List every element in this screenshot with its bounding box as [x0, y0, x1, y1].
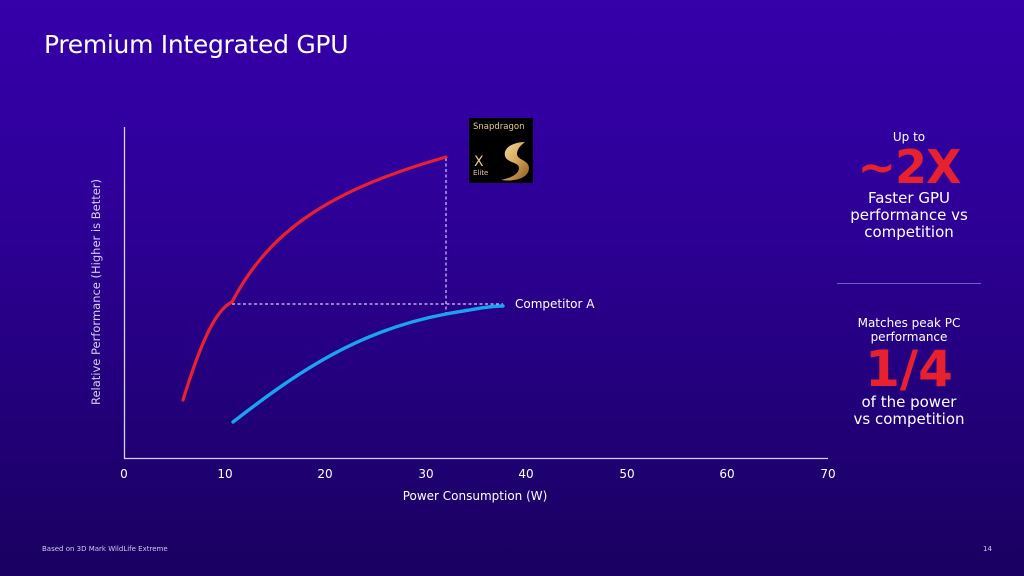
badge-brand: Snapdragon — [473, 122, 525, 132]
stat-line: of the power — [861, 393, 957, 411]
stat-line: Faster GPU — [868, 189, 950, 207]
badge-tier: Elite — [473, 169, 489, 177]
stat-line: performance — [870, 330, 948, 344]
stat-line: Matches peak PC — [857, 316, 961, 330]
stat-prefix: Up to — [892, 130, 926, 144]
x-tick-20: 20 — [317, 467, 333, 481]
snapdragon-x-elite-badge: Snapdragon X Elite — [469, 118, 533, 183]
slide-title: Premium Integrated GPU — [44, 30, 349, 59]
stat-line: competition — [864, 223, 954, 241]
x-tick-60: 60 — [719, 467, 735, 481]
x-tick-10: 10 — [217, 467, 233, 481]
stat-line: performance vs — [850, 206, 968, 224]
footnote: Based on 3D Mark WildLife Extreme — [42, 545, 168, 553]
competitor-a-curve — [231, 304, 505, 424]
x-axis-label: Power Consumption (W) — [402, 489, 548, 503]
x-tick-70: 70 — [820, 467, 836, 481]
badge-model: X — [474, 154, 484, 170]
x-tick-40: 40 — [518, 467, 534, 481]
stat-headline-2x: ~2X — [857, 140, 961, 194]
x-tick-30: 30 — [418, 467, 434, 481]
stat-headline-quarter: 1/4 — [865, 340, 953, 398]
x-tick-0: 0 — [120, 467, 128, 481]
stat-divider — [837, 283, 981, 284]
snapdragon-curve — [181, 155, 448, 402]
x-tick-50: 50 — [619, 467, 635, 481]
competitor-a-label: Competitor A — [515, 297, 595, 311]
page-number: 14 — [983, 545, 992, 553]
stat-line: vs competition — [853, 410, 965, 428]
stat-faster-gpu: Up to ~2X Faster GPU performance vs comp… — [837, 130, 981, 241]
snapdragon-logo-icon — [501, 142, 529, 181]
stat-quarter-power: Matches peak PC performance 1/4 of the p… — [837, 316, 981, 428]
